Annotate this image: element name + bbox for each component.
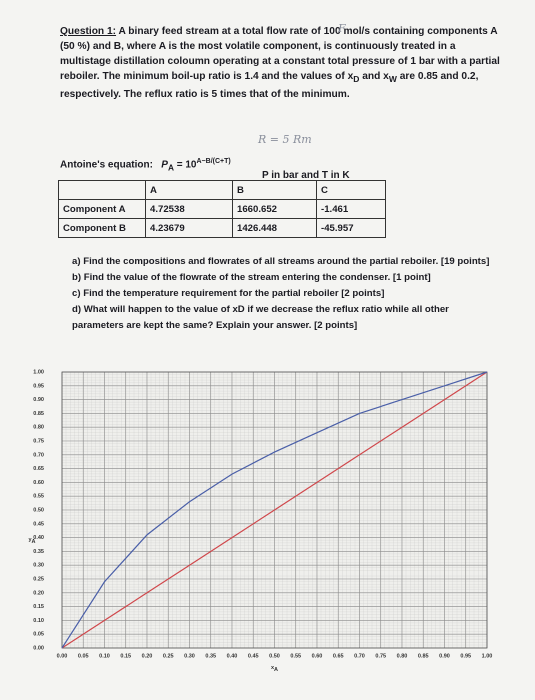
- cell: 1426.448: [232, 218, 317, 238]
- y-tick-label: 0.40: [33, 535, 44, 541]
- item-text: Find the compositions and flowrates of a…: [83, 256, 490, 267]
- formula-sub: A: [167, 162, 174, 173]
- y-tick-label: 1.00: [33, 369, 44, 375]
- y-tick-label: 0.70: [33, 452, 44, 458]
- y-tick-label: 0.50: [33, 507, 44, 513]
- item-text: Find the value of the flowrate of the st…: [83, 272, 431, 283]
- y-tick-label: 0.80: [33, 425, 44, 431]
- question-label: Question 1:: [60, 26, 117, 37]
- item-text: What will happen to the value of xD if w…: [72, 304, 449, 331]
- x-tick-label: 0.80: [397, 653, 408, 659]
- formula-exponent: A−B/(C+T): [196, 158, 231, 165]
- x-tick-label: 0.85: [418, 653, 429, 659]
- cell: 4.72538: [145, 199, 233, 219]
- x-tick-label: 0.00: [57, 653, 68, 659]
- y-tick-label: 0.65: [33, 466, 44, 472]
- item-label: c): [72, 288, 81, 299]
- axis-label-sub: A: [274, 667, 278, 673]
- x-tick-label: 0.90: [439, 653, 450, 659]
- y-tick-label: 0.60: [33, 480, 44, 486]
- item-label: d): [72, 304, 82, 315]
- y-tick-label: 0.90: [33, 397, 44, 403]
- cell: Component B: [58, 218, 146, 238]
- x-tick-label: 0.95: [460, 653, 471, 659]
- x-tick-label: 0.60: [312, 653, 323, 659]
- data-line: [61, 371, 488, 649]
- x-tick-label: 0.55: [290, 653, 301, 659]
- x-tick-label: 0.35: [205, 653, 216, 659]
- cell: -45.957: [316, 218, 386, 238]
- x-tick-label: 0.30: [184, 653, 195, 659]
- handwritten-note: R = 5 Rm: [258, 133, 312, 146]
- y-tick-label: 0.95: [33, 383, 44, 389]
- question-item: b) Find the value of the flowrate of the…: [72, 270, 502, 286]
- antoine-table: A B C Component A 4.72538 1660.652 -1.46…: [58, 180, 386, 238]
- question-item: c) Find the temperature requirement for …: [72, 286, 502, 302]
- question-text: Question 1: A binary feed stream at a to…: [60, 24, 505, 102]
- y-tick-label: 0.75: [33, 438, 44, 444]
- y-tick-label: 0.35: [33, 549, 44, 555]
- formula-lhs: P: [161, 159, 168, 171]
- x-tick-label: 0.75: [375, 653, 386, 659]
- y-tick-label: 0.85: [33, 411, 44, 417]
- cell: -1.461: [316, 199, 386, 219]
- antoine-equation: Antoine's equation: PA = 10A−B/(C+T): [60, 158, 231, 172]
- x-tick-label: 0.05: [78, 653, 89, 659]
- x-tick-label: 0.25: [163, 653, 174, 659]
- y-tick-label: 0.00: [33, 645, 44, 651]
- y-tick-label: 0.10: [33, 618, 44, 624]
- question-item: d) What will happen to the value of xD i…: [72, 302, 502, 334]
- y-tick-label: 0.20: [33, 590, 44, 596]
- table-header: A B C: [58, 180, 386, 200]
- x-axis-label: xA: [271, 665, 278, 673]
- y-tick-label: 0.15: [33, 604, 44, 610]
- y-tick-label: 0.05: [33, 632, 44, 638]
- x-tick-label: 0.15: [120, 653, 131, 659]
- y-tick-label: 0.30: [33, 563, 44, 569]
- question-list: a) Find the compositions and flowrates o…: [72, 254, 502, 334]
- item-label: b): [72, 272, 82, 283]
- item-text: Find the temperature requirement for the…: [83, 288, 385, 299]
- cell: Component A: [58, 199, 146, 219]
- axis-label-sub: A: [32, 539, 36, 545]
- subscript: D: [353, 74, 360, 85]
- x-tick-label: 0.70: [354, 653, 365, 659]
- x-tick-label: 0.20: [142, 653, 153, 659]
- plot-frame: [61, 371, 488, 649]
- x-tick-label: 0.40: [227, 653, 238, 659]
- item-label: a): [72, 256, 81, 267]
- y-axis-label: yA: [28, 537, 35, 545]
- x-tick-label: 0.45: [248, 653, 259, 659]
- y-tick-label: 0.45: [33, 521, 44, 527]
- question-body: are 0.85 and 0.2, respectively. The refl…: [60, 71, 479, 101]
- units-note: P in bar and T in K: [262, 170, 350, 181]
- header-cell: A: [145, 180, 233, 200]
- data-line: [61, 371, 488, 649]
- x-tick-label: 0.50: [269, 653, 280, 659]
- y-tick-label: 0.55: [33, 494, 44, 500]
- header-cell: C: [316, 180, 386, 200]
- cell: 4.23679: [145, 218, 233, 238]
- axis-label-main: x: [271, 665, 275, 671]
- question-body: A binary feed stream at a total flow rat…: [60, 26, 500, 82]
- x-tick-label: 0.65: [333, 653, 344, 659]
- header-cell: [58, 180, 146, 200]
- header-cell: B: [232, 180, 317, 200]
- question-item: a) Find the compositions and flowrates o…: [72, 254, 502, 270]
- cell: 1660.652: [232, 199, 317, 219]
- formula-rhs: = 10: [176, 159, 197, 171]
- handwritten-note: F: [338, 22, 346, 35]
- x-tick-label: 0.10: [99, 653, 110, 659]
- axis-label-main: y: [28, 537, 32, 543]
- equilibrium-chart: 0.00 0.05 0.10 0.15 0.20 0.25 0.30 0.35 0.40 0.45…: [28, 369, 493, 673]
- y-tick-label: 0.25: [33, 576, 44, 582]
- table-row: Component A 4.72538 1660.652 -1.461: [58, 199, 386, 219]
- table-row: Component B 4.23679 1426.448 -45.957: [58, 218, 386, 238]
- antoine-label: Antoine's equation:: [60, 159, 153, 171]
- x-tick-label: 1.00: [482, 653, 493, 659]
- subscript: W: [388, 74, 397, 85]
- question-body: and x: [359, 71, 389, 82]
